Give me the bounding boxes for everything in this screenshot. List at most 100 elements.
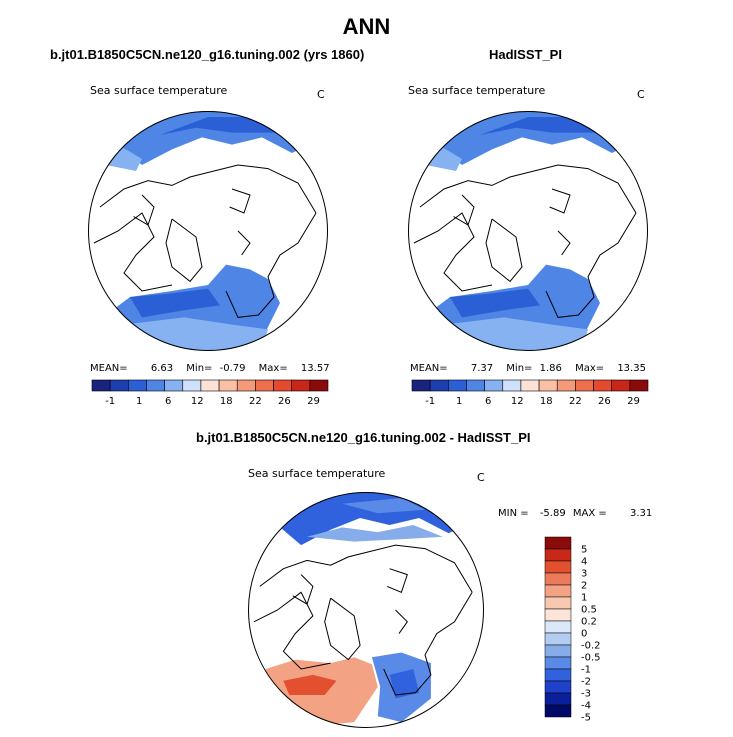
panel1-min-label: Min= [186, 363, 213, 374]
coastline-1 [225, 212, 317, 318]
page-title: ANN [342, 14, 391, 39]
colorbar-cell [544, 560, 572, 574]
panel2-stats: MEAN= 7.37 Min= 1.86 Max= 13.35 [410, 363, 646, 374]
colorbar-tick-label: -1 [581, 665, 591, 676]
colorbar-tick-label: 26 [278, 396, 291, 407]
colorbar-cell [538, 379, 558, 392]
colorbar-cell [429, 379, 449, 392]
map-border [88, 111, 328, 351]
panel2-field-label: Sea surface temperature [408, 84, 546, 97]
panel3-field-label: Sea surface temperature [248, 467, 386, 480]
colorbar-cell [544, 536, 572, 550]
colorbar-tick-label: -3 [581, 689, 591, 700]
colorbar-cell [273, 379, 292, 392]
colorbar-tick-label: -4 [581, 701, 591, 712]
panel2-max-value: 13.35 [617, 363, 646, 374]
colorbar-tick-label: 0.2 [581, 617, 597, 628]
map-border [408, 111, 648, 351]
colorbar-tick-label: 29 [307, 396, 320, 407]
atlantic-cold-band [450, 288, 540, 318]
colorbar-cell [109, 379, 129, 392]
coastline-2 [253, 591, 331, 670]
colorbar-cell [611, 379, 631, 392]
coastline-4 [292, 574, 314, 605]
colorbar-cell [575, 379, 594, 392]
colorbar-tick-label: 1 [136, 396, 142, 407]
colorbar-cell [544, 572, 572, 586]
colorbar-cell [218, 379, 238, 392]
colorbar-cell [544, 596, 572, 610]
coastline-6 [395, 609, 408, 634]
colorbar-cell [520, 379, 540, 392]
colorbar-cell [544, 704, 572, 718]
colorbar-tick-label: 12 [191, 396, 204, 407]
coastline-6 [557, 230, 571, 256]
colorbar-cell [466, 379, 485, 392]
colorbar-tick-label: -0.5 [581, 653, 601, 664]
colorbar-cell [411, 379, 431, 392]
pacific-diff-weak [307, 525, 443, 542]
coastline-2 [413, 212, 493, 292]
coastline-5 [387, 568, 408, 593]
coastline-1 [383, 592, 473, 696]
coastline-3 [165, 218, 203, 283]
pacific-cold-core [160, 117, 280, 135]
colorbar-cell [544, 656, 572, 670]
coastline-1 [545, 212, 637, 318]
colorbar-cell [544, 668, 572, 682]
colorbar-tick-label: 0 [581, 629, 587, 640]
colorbar-cell [544, 620, 572, 634]
colorbar-tick-label: -1 [425, 396, 435, 407]
panel2-mean-label: MEAN= [410, 363, 448, 374]
colorbar-tick-label: 29 [627, 396, 640, 407]
pacific-diff-mid [342, 497, 425, 514]
coastline-5 [229, 188, 251, 214]
panel2-min-value: 1.86 [539, 363, 562, 374]
panel3-title: b.jt01.B1850C5CN.ne120_g16.tuning.002 - … [196, 430, 531, 445]
colorbar-cell [236, 379, 256, 392]
colorbar-cell [200, 379, 220, 392]
colorbar-cell [146, 379, 165, 392]
colorbar-cell [544, 584, 572, 598]
colorbar-tick-label: -2 [581, 677, 591, 688]
colorbar-tick-label: 22 [569, 396, 582, 407]
colorbar-cell [629, 379, 649, 392]
panel1-mean-value: 6.63 [150, 363, 174, 374]
colorbar-cell [255, 379, 274, 392]
colorbar-tick-label: 1 [581, 593, 587, 604]
panel3-map [248, 492, 484, 728]
panel3-max-label: MAX = [572, 508, 607, 519]
colorbar-cell [544, 644, 572, 658]
panel2-title: HadISST_PI [489, 47, 562, 62]
colorbar-cell [556, 379, 576, 392]
atlantic-cold-band [130, 288, 220, 318]
panel3-units-label: C [477, 471, 485, 484]
coastline-0 [99, 164, 317, 214]
colorbar-cell [309, 379, 329, 392]
colorbar-tick-label: 2 [581, 581, 587, 592]
coastline-3 [324, 597, 361, 661]
coastline-0 [419, 164, 637, 214]
colorbar-cell [164, 379, 184, 392]
colorbar-tick-label: 18 [220, 396, 233, 407]
panel3-min-label: MIN = [498, 508, 529, 519]
colorbar-tick-label: 0.5 [581, 605, 597, 616]
colorbar-tick-label: 26 [598, 396, 611, 407]
panel3-max-value: 3.31 [629, 508, 653, 519]
map-border [248, 492, 484, 728]
colorbar-cell [91, 379, 111, 392]
panel1-mean-label: MEAN= [90, 363, 128, 374]
coastline-4 [133, 194, 155, 226]
coastline-6 [237, 230, 251, 256]
colorbar-cell [593, 379, 612, 392]
coastline-0 [259, 544, 473, 593]
colorbar-cell [544, 680, 572, 694]
colorbar-cell [484, 379, 504, 392]
colorbar-cell [544, 608, 572, 622]
atlantic-strong-warm [283, 674, 337, 695]
colorbar-cell [128, 379, 147, 392]
colorbar-tick-label: -0.2 [581, 641, 601, 652]
colorbar-cell [544, 692, 572, 706]
colorbar-tick-label: 6 [485, 396, 491, 407]
panel2-colorbar: -1 1 6 12 18 22 26 29 [411, 379, 649, 407]
